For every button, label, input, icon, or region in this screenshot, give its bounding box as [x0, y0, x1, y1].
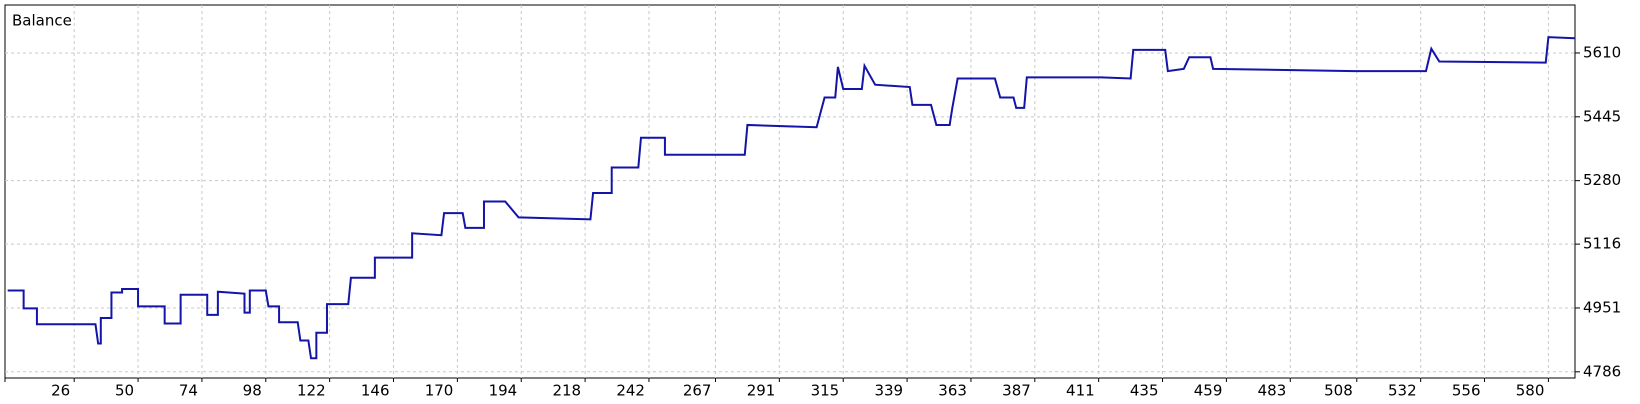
- y-tick-label: 4786: [1583, 362, 1621, 380]
- x-tick-label: 98: [243, 382, 262, 400]
- x-tick-label: 556: [1452, 382, 1481, 400]
- x-tick-label: 532: [1388, 382, 1417, 400]
- y-tick-label: 5280: [1583, 171, 1621, 189]
- x-tick-label: 0: [0, 382, 1, 400]
- x-tick-label: 435: [1130, 382, 1159, 400]
- x-tick-label: 315: [811, 382, 840, 400]
- x-tick-label: 387: [1002, 382, 1031, 400]
- x-tick-label: 50: [115, 382, 134, 400]
- x-tick-label: 122: [297, 382, 326, 400]
- x-tick-label: 267: [683, 382, 712, 400]
- x-tick-label: 580: [1516, 382, 1545, 400]
- x-tick-label: 26: [51, 382, 70, 400]
- y-tick-label: 5445: [1583, 107, 1621, 125]
- x-tick-label: 483: [1258, 382, 1287, 400]
- x-tick-label: 459: [1194, 382, 1223, 400]
- x-tick-label: 291: [747, 382, 776, 400]
- y-tick-label: 5610: [1583, 43, 1621, 61]
- x-tick-label: 170: [425, 382, 454, 400]
- y-tick-label: 4951: [1583, 298, 1621, 316]
- y-tick-label: 5116: [1583, 235, 1621, 253]
- x-tick-label: 363: [938, 382, 967, 400]
- x-tick-label: 411: [1066, 382, 1095, 400]
- x-tick-label: 74: [179, 382, 198, 400]
- x-tick-label: 242: [616, 382, 645, 400]
- x-tick-label: 194: [489, 382, 518, 400]
- plot-frame: [4, 4, 1576, 379]
- x-tick-label: 218: [552, 382, 581, 400]
- x-tick-label: 339: [874, 382, 903, 400]
- x-tick-label: 146: [361, 382, 390, 400]
- balance-line: [7, 36, 1576, 360]
- x-tick-label: 508: [1324, 382, 1353, 400]
- legend-label: Balance: [12, 12, 72, 30]
